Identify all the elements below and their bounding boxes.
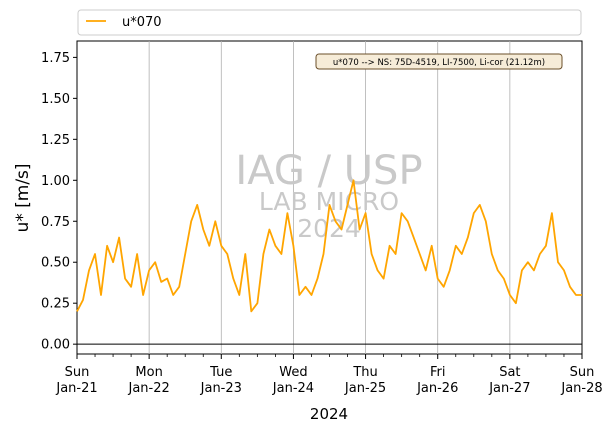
x-tick-date: Jan-26 [416, 381, 458, 396]
x-tick-day: Wed [279, 365, 307, 380]
x-tick-date: Jan-21 [55, 381, 97, 396]
grid [148, 41, 511, 354]
x-tick-date: Jan-28 [560, 381, 602, 396]
x-tick-date: Jan-22 [128, 381, 170, 396]
x-tick-day: Sun [570, 365, 595, 380]
legend: u*070 [77, 9, 582, 36]
x-tick-date: Jan-25 [344, 381, 386, 396]
y-axis: 0.00 0.25 0.50 0.75 1.00 1.25 1.50 1.75 [41, 51, 77, 353]
y-tick-label: 1.50 [41, 92, 70, 107]
y-tick-label: 1.25 [41, 133, 70, 148]
x-axis: SunJan-21MonJan-22TueJan-23WedJan-24ThuJ… [55, 354, 603, 396]
info-box: u*070 --> NS: 75D-4519, LI-7500, Li-cor … [315, 53, 563, 70]
y-axis-title: u* [m/s] [13, 163, 33, 232]
watermark-line3: 2024 [297, 214, 361, 243]
y-tick-label: 1.75 [41, 51, 70, 66]
legend-label: u*070 [122, 15, 162, 30]
info-box-frame [315, 53, 563, 70]
legend-frame [77, 9, 582, 36]
series-line-u070 [76, 179, 582, 313]
y-tick-label: 1.00 [41, 174, 70, 189]
plot-area [76, 40, 583, 355]
info-box-text: u*070 --> NS: 75D-4519, LI-7500, Li-cor … [333, 58, 545, 68]
x-tick-date: Jan-24 [272, 381, 314, 396]
y-tick-label: 0.75 [41, 215, 70, 230]
y-tick-label: 0.00 [41, 338, 70, 353]
x-tick-date: Jan-23 [200, 381, 242, 396]
x-axis-title: 2024 [310, 405, 348, 423]
x-tick-date: Jan-27 [488, 381, 530, 396]
x-tick-day: Mon [135, 365, 162, 380]
x-tick-day: Tue [209, 365, 232, 380]
y-tick-label: 0.50 [41, 256, 70, 271]
x-tick-day: Sat [499, 365, 520, 380]
x-tick-day: Thu [352, 365, 377, 380]
y-tick-label: 0.25 [41, 297, 70, 312]
x-tick-day: Sun [65, 365, 90, 380]
watermark-line1: IAG / USP [235, 148, 422, 194]
x-tick-day: Fri [430, 365, 446, 380]
